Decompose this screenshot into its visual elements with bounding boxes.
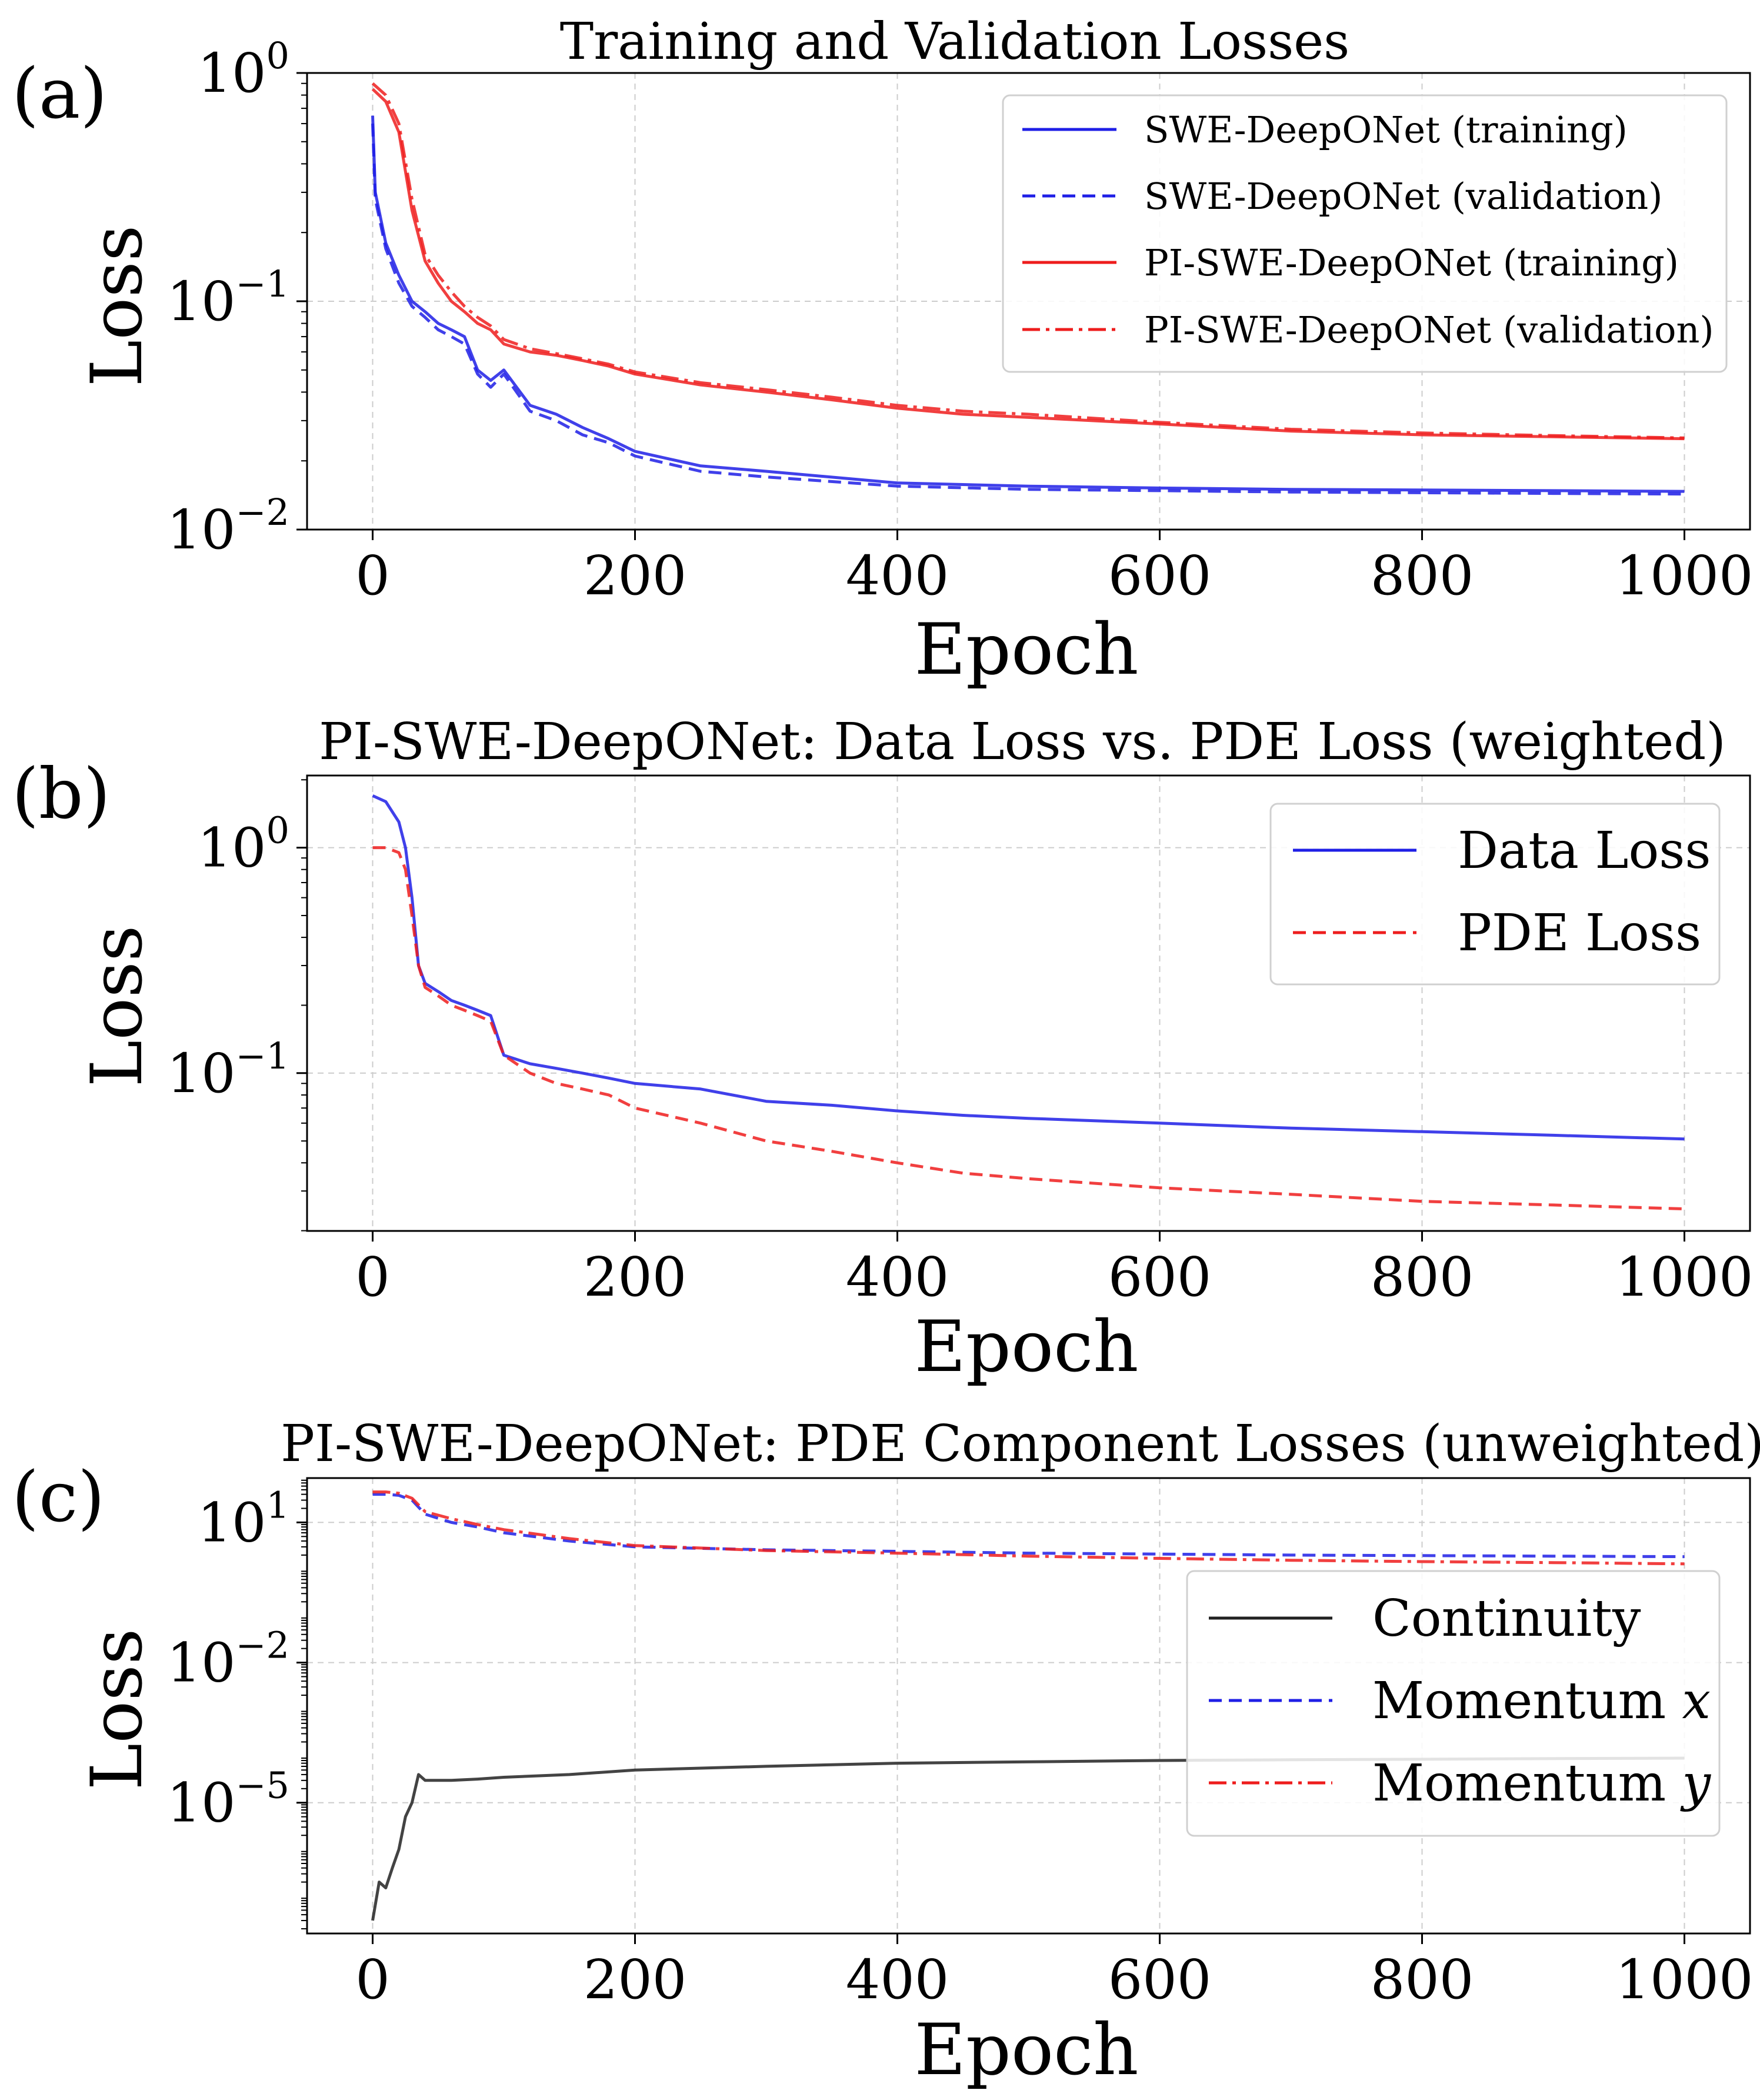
panel-b-legend-label-1: PDE Loss [1458,904,1701,963]
panel-b-ytick-label-1: 10−1 [167,1034,289,1105]
panel-c-xtick-label-5: 1000 [1615,1948,1753,2011]
panel-c-legend-box [1186,1570,1721,1837]
panel-a-series-line-1 [371,124,1685,496]
panel-a-xtick-label-2: 400 [846,544,949,607]
panel-b-ylabel: Loss [76,925,158,1087]
panel-a-series-line-0 [371,115,1685,493]
panel-b-xtick-label-3: 600 [1108,1246,1212,1309]
panel-a-legend-label-3: PI-SWE-DeepONet (validation) [1144,308,1714,351]
panel-a-legend: SWE-DeepONet (training) SWE-DeepONet (va… [1002,94,1728,373]
panel-c-legend-label-1-prefix: Momentum [1372,1672,1682,1730]
panel-b-xtick-label-5: 1000 [1615,1246,1753,1309]
panel-c-legend: Continuity Momentum x Momentum y [1186,1570,1721,1837]
panel-a-legend-label-2: PI-SWE-DeepONet (training) [1144,241,1679,284]
panel-c-ticks: 0 200 400 600 800 1000 101 10−2 10−5 [167,1479,1754,2011]
panel-c-legend-label-2: Momentum y [1372,1754,1712,1813]
panel-c-series-line-2 [372,1490,1685,1566]
panel-a-legend-label-0: SWE-DeepONet (training) [1144,108,1628,151]
panel-b-title: PI-SWE-DeepONet: Data Loss vs. PDE Loss … [319,713,1726,771]
panel-a-title: Training and Validation Losses [560,12,1350,71]
panel-c-legend-label-0: Continuity [1372,1589,1641,1648]
panel-b-label: (b) [12,753,111,834]
panel-c-series-line-1 [372,1493,1685,1559]
panel-a-ticks: 0 200 400 600 800 1000 100 10−1 10−2 [167,34,1754,607]
panel-c-ytick-label-1: 10−2 [167,1624,289,1695]
panel-b-ticks: 0 200 400 600 800 1000 100 10−1 [167,779,1754,1309]
panel-c-ytick-label-2: 10−5 [167,1764,289,1835]
panel-c-xtick-label-3: 600 [1108,1948,1212,2011]
panel-c-xtick-label-2: 400 [846,1948,949,2011]
panel-a-ytick-label-2: 10−2 [167,491,289,561]
panel-c-legend-label-2-prefix: Momentum [1372,1754,1682,1813]
panel-c-plot-frame [306,1477,1751,1935]
panel-a-xlabel: Epoch [914,609,1138,691]
panel-c-legend-label-2-var: y [1680,1754,1712,1813]
panel-a-ylabel: Loss [76,225,158,387]
panel-b-xtick-label-4: 800 [1371,1246,1474,1309]
panel-c-xtick-label-4: 800 [1371,1948,1474,2011]
panel-c-ytick-label-0: 101 [197,1483,289,1554]
panel-a-ytick-label-0: 100 [197,34,289,105]
panel-b-legend: Data Loss PDE Loss [1269,803,1721,986]
panel-a-xtick-label-5: 1000 [1615,544,1753,607]
panel-a-series-line-2 [371,88,1685,441]
panel-a: (a) Training and Validation Losses 0 200 4… [12,12,1754,691]
panel-a-legend-label-1: SWE-DeepONet (validation) [1144,175,1662,218]
panel-c-legend-label-1-var: x [1682,1672,1711,1730]
panel-b-ytick-label-0: 100 [197,809,289,880]
panel-b-xtick-label-2: 400 [846,1246,949,1309]
panel-a-xtick-label-1: 200 [584,544,687,607]
panel-a-xtick-label-3: 600 [1108,544,1212,607]
panel-c-legend-label-1: Momentum x [1372,1672,1711,1730]
panel-b-legend-label-0: Data Loss [1458,821,1711,880]
panel-a-ytick-label-1: 10−1 [167,262,289,333]
panel-c-label: (c) [12,1456,105,1537]
panel-c-xtick-label-0: 0 [355,1948,390,2011]
panel-a-label: (a) [12,53,107,134]
panel-b-xtick-label-0: 0 [355,1246,390,1309]
panel-b: (b) PI-SWE-DeepONet: Data Loss vs. PDE L… [12,713,1754,1388]
panel-a-legend-box [1002,94,1728,373]
panel-b-series-line-0 [372,794,1685,1141]
panel-c: (c) PI-SWE-DeepONet: PDE Component Losse… [12,1415,1760,2091]
panel-b-series-line-1 [372,846,1685,1210]
panel-b-xtick-label-1: 200 [584,1246,687,1309]
panel-c-ylabel: Loss [76,1628,158,1790]
panel-b-xlabel: Epoch [914,1306,1138,1388]
panel-c-title: PI-SWE-DeepONet: PDE Component Losses (u… [281,1415,1760,1473]
panel-b-plot-frame [306,774,1751,1232]
panel-a-xtick-label-0: 0 [355,544,390,607]
panel-b-series [372,794,1685,1210]
panel-c-xlabel: Epoch [914,2009,1138,2091]
panel-a-series [371,82,1685,496]
panel-a-series-line-3 [371,82,1685,440]
panel-c-xtick-label-1: 200 [584,1948,687,2011]
panel-a-xtick-label-4: 800 [1371,544,1474,607]
